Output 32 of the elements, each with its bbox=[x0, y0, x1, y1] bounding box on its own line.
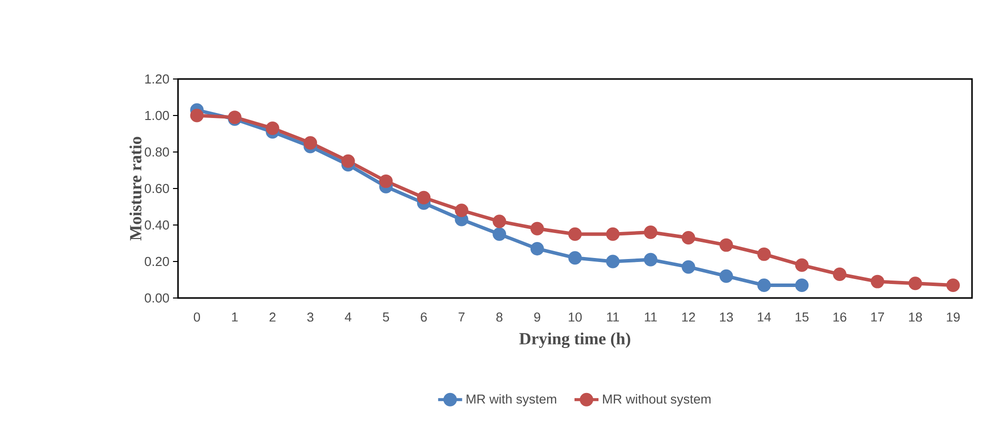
y-tick-label: 0.00 bbox=[144, 293, 169, 303]
y-axis-title: Moisture ratio bbox=[129, 136, 142, 240]
x-tick-label: 2 bbox=[270, 312, 276, 322]
x-tick-label: 11 bbox=[644, 312, 657, 322]
x-tick-label: 17 bbox=[871, 312, 884, 322]
y-tick-label: 0.60 bbox=[144, 184, 169, 194]
x-tick-label: 11 bbox=[607, 312, 619, 322]
y-tick-label: 0.80 bbox=[144, 147, 169, 157]
x-tick-label: 19 bbox=[946, 312, 960, 322]
x-tick-label: 1 bbox=[232, 312, 238, 322]
legend-label: MR with system bbox=[466, 394, 556, 406]
y-tick-label: 0.40 bbox=[144, 220, 169, 230]
x-tick-label: 16 bbox=[833, 312, 846, 322]
x-axis-title: Drying time (h) bbox=[519, 332, 630, 348]
x-tick-label: 0 bbox=[194, 312, 200, 322]
y-tick-label: 0.20 bbox=[144, 256, 169, 266]
x-tick-label: 6 bbox=[420, 312, 427, 322]
y-tick-label: 1.00 bbox=[145, 110, 169, 120]
x-tick-label: 13 bbox=[720, 312, 733, 322]
x-tick-label: 18 bbox=[909, 312, 922, 322]
y-tick-label: 1.20 bbox=[145, 74, 169, 84]
x-tick-label: 8 bbox=[496, 312, 502, 322]
x-tick-label: 5 bbox=[382, 312, 390, 322]
x-tick-label: 7 bbox=[458, 312, 465, 322]
legend-label: MR without system bbox=[603, 394, 711, 406]
x-tick-label: 12 bbox=[682, 312, 695, 322]
x-tick-label: 10 bbox=[568, 312, 582, 322]
x-tick-label: 14 bbox=[758, 312, 771, 322]
x-tick-label: 15 bbox=[796, 312, 809, 322]
x-tick-label: 3 bbox=[307, 312, 314, 322]
x-tick-label: 4 bbox=[344, 312, 352, 322]
x-tick-label: 9 bbox=[534, 312, 540, 322]
